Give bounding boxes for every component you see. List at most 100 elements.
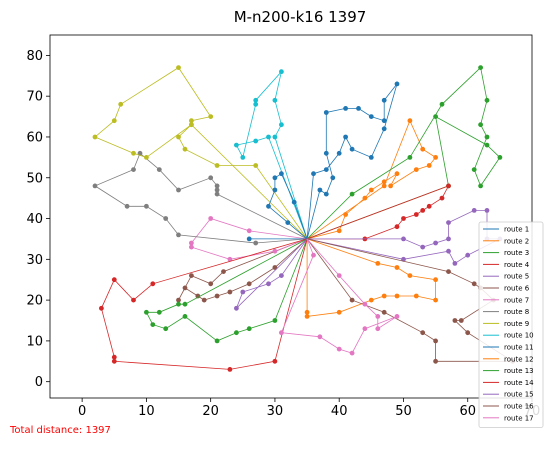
customer-point <box>131 167 136 173</box>
customer-point <box>189 244 194 250</box>
customer-point <box>426 203 432 209</box>
customer-point <box>227 256 233 262</box>
y-tick-label: 50 <box>26 171 43 186</box>
customer-point <box>317 187 323 193</box>
customer-point <box>323 150 329 156</box>
customer-point <box>253 138 259 144</box>
customer-point <box>182 301 188 307</box>
customer-point <box>272 134 278 140</box>
x-tick-label: 30 <box>267 404 284 419</box>
customer-point <box>381 183 387 189</box>
y-tick-label: 60 <box>26 130 43 145</box>
customer-point <box>452 261 458 266</box>
customer-point <box>176 297 181 303</box>
customer-point <box>433 114 438 119</box>
route-group <box>304 238 438 319</box>
legend-label: route 8 <box>504 308 529 316</box>
customer-point <box>336 309 342 315</box>
customer-point <box>246 236 252 242</box>
customer-point <box>356 106 361 111</box>
customer-point <box>420 244 426 250</box>
customer-point <box>285 220 291 226</box>
customer-point <box>240 155 246 160</box>
customer-point <box>150 281 156 287</box>
customer-point <box>163 326 169 332</box>
route-group <box>99 238 308 372</box>
customer-point <box>214 187 220 193</box>
customer-point <box>375 314 381 319</box>
customer-point <box>381 118 387 124</box>
route-line <box>100 238 308 370</box>
customer-point <box>343 106 348 111</box>
customer-point <box>484 97 490 103</box>
customer-point <box>446 220 451 226</box>
customer-point <box>234 330 239 336</box>
customer-point <box>111 358 117 364</box>
customer-point <box>471 167 477 173</box>
customer-point <box>279 171 284 177</box>
customer-point <box>214 191 220 197</box>
legend-label: route 17 <box>504 414 534 422</box>
customer-point <box>446 248 451 254</box>
customer-point <box>92 134 98 140</box>
legend-label: route 1 <box>504 226 529 234</box>
customer-point <box>163 216 169 221</box>
customer-point <box>484 208 490 213</box>
customer-point <box>156 167 162 173</box>
customer-point <box>446 183 451 189</box>
customer-point <box>375 261 381 266</box>
customer-point <box>394 293 400 299</box>
customer-point <box>446 269 451 274</box>
customer-point <box>407 118 413 124</box>
plot-frame <box>49 34 533 399</box>
customer-point <box>150 322 156 327</box>
customer-point <box>272 265 278 270</box>
customer-point <box>323 110 329 115</box>
customer-point <box>144 309 149 315</box>
customer-point <box>388 183 393 189</box>
customer-point <box>433 358 438 364</box>
customer-point <box>433 338 438 344</box>
customer-point <box>279 122 284 128</box>
customer-point <box>118 101 124 107</box>
customer-point <box>214 183 220 189</box>
customer-point <box>246 281 252 287</box>
customer-point <box>446 236 451 242</box>
customer-point <box>234 142 239 148</box>
customer-point <box>413 293 419 299</box>
customer-point <box>182 314 188 319</box>
customer-point <box>394 265 400 270</box>
route-group <box>234 69 308 240</box>
customer-point <box>176 301 181 307</box>
customer-point <box>317 334 323 340</box>
legend-label: route 11 <box>504 344 534 352</box>
customer-point <box>336 346 342 352</box>
legend-label: route 3 <box>504 249 529 257</box>
customer-point <box>343 212 348 217</box>
customer-point <box>381 293 387 299</box>
customer-point <box>279 273 284 278</box>
y-tick-label: 40 <box>26 212 43 227</box>
customer-point <box>189 273 194 278</box>
customer-point <box>208 175 214 181</box>
customer-point <box>433 277 438 283</box>
customer-point <box>195 293 201 299</box>
customer-point <box>253 163 259 168</box>
route-group <box>189 216 308 262</box>
customer-point <box>176 232 181 238</box>
customer-point <box>272 175 278 181</box>
route-group <box>306 183 451 242</box>
customer-point <box>439 101 445 107</box>
legend-box <box>478 221 544 429</box>
customer-point <box>266 281 271 287</box>
customer-point <box>272 248 278 254</box>
customer-point <box>208 281 214 287</box>
route-group <box>234 238 308 311</box>
customer-point <box>131 150 136 156</box>
customer-point <box>381 179 387 185</box>
customer-point <box>394 171 400 177</box>
customer-point <box>336 150 342 156</box>
route-group <box>92 150 308 246</box>
customer-point <box>189 240 194 246</box>
